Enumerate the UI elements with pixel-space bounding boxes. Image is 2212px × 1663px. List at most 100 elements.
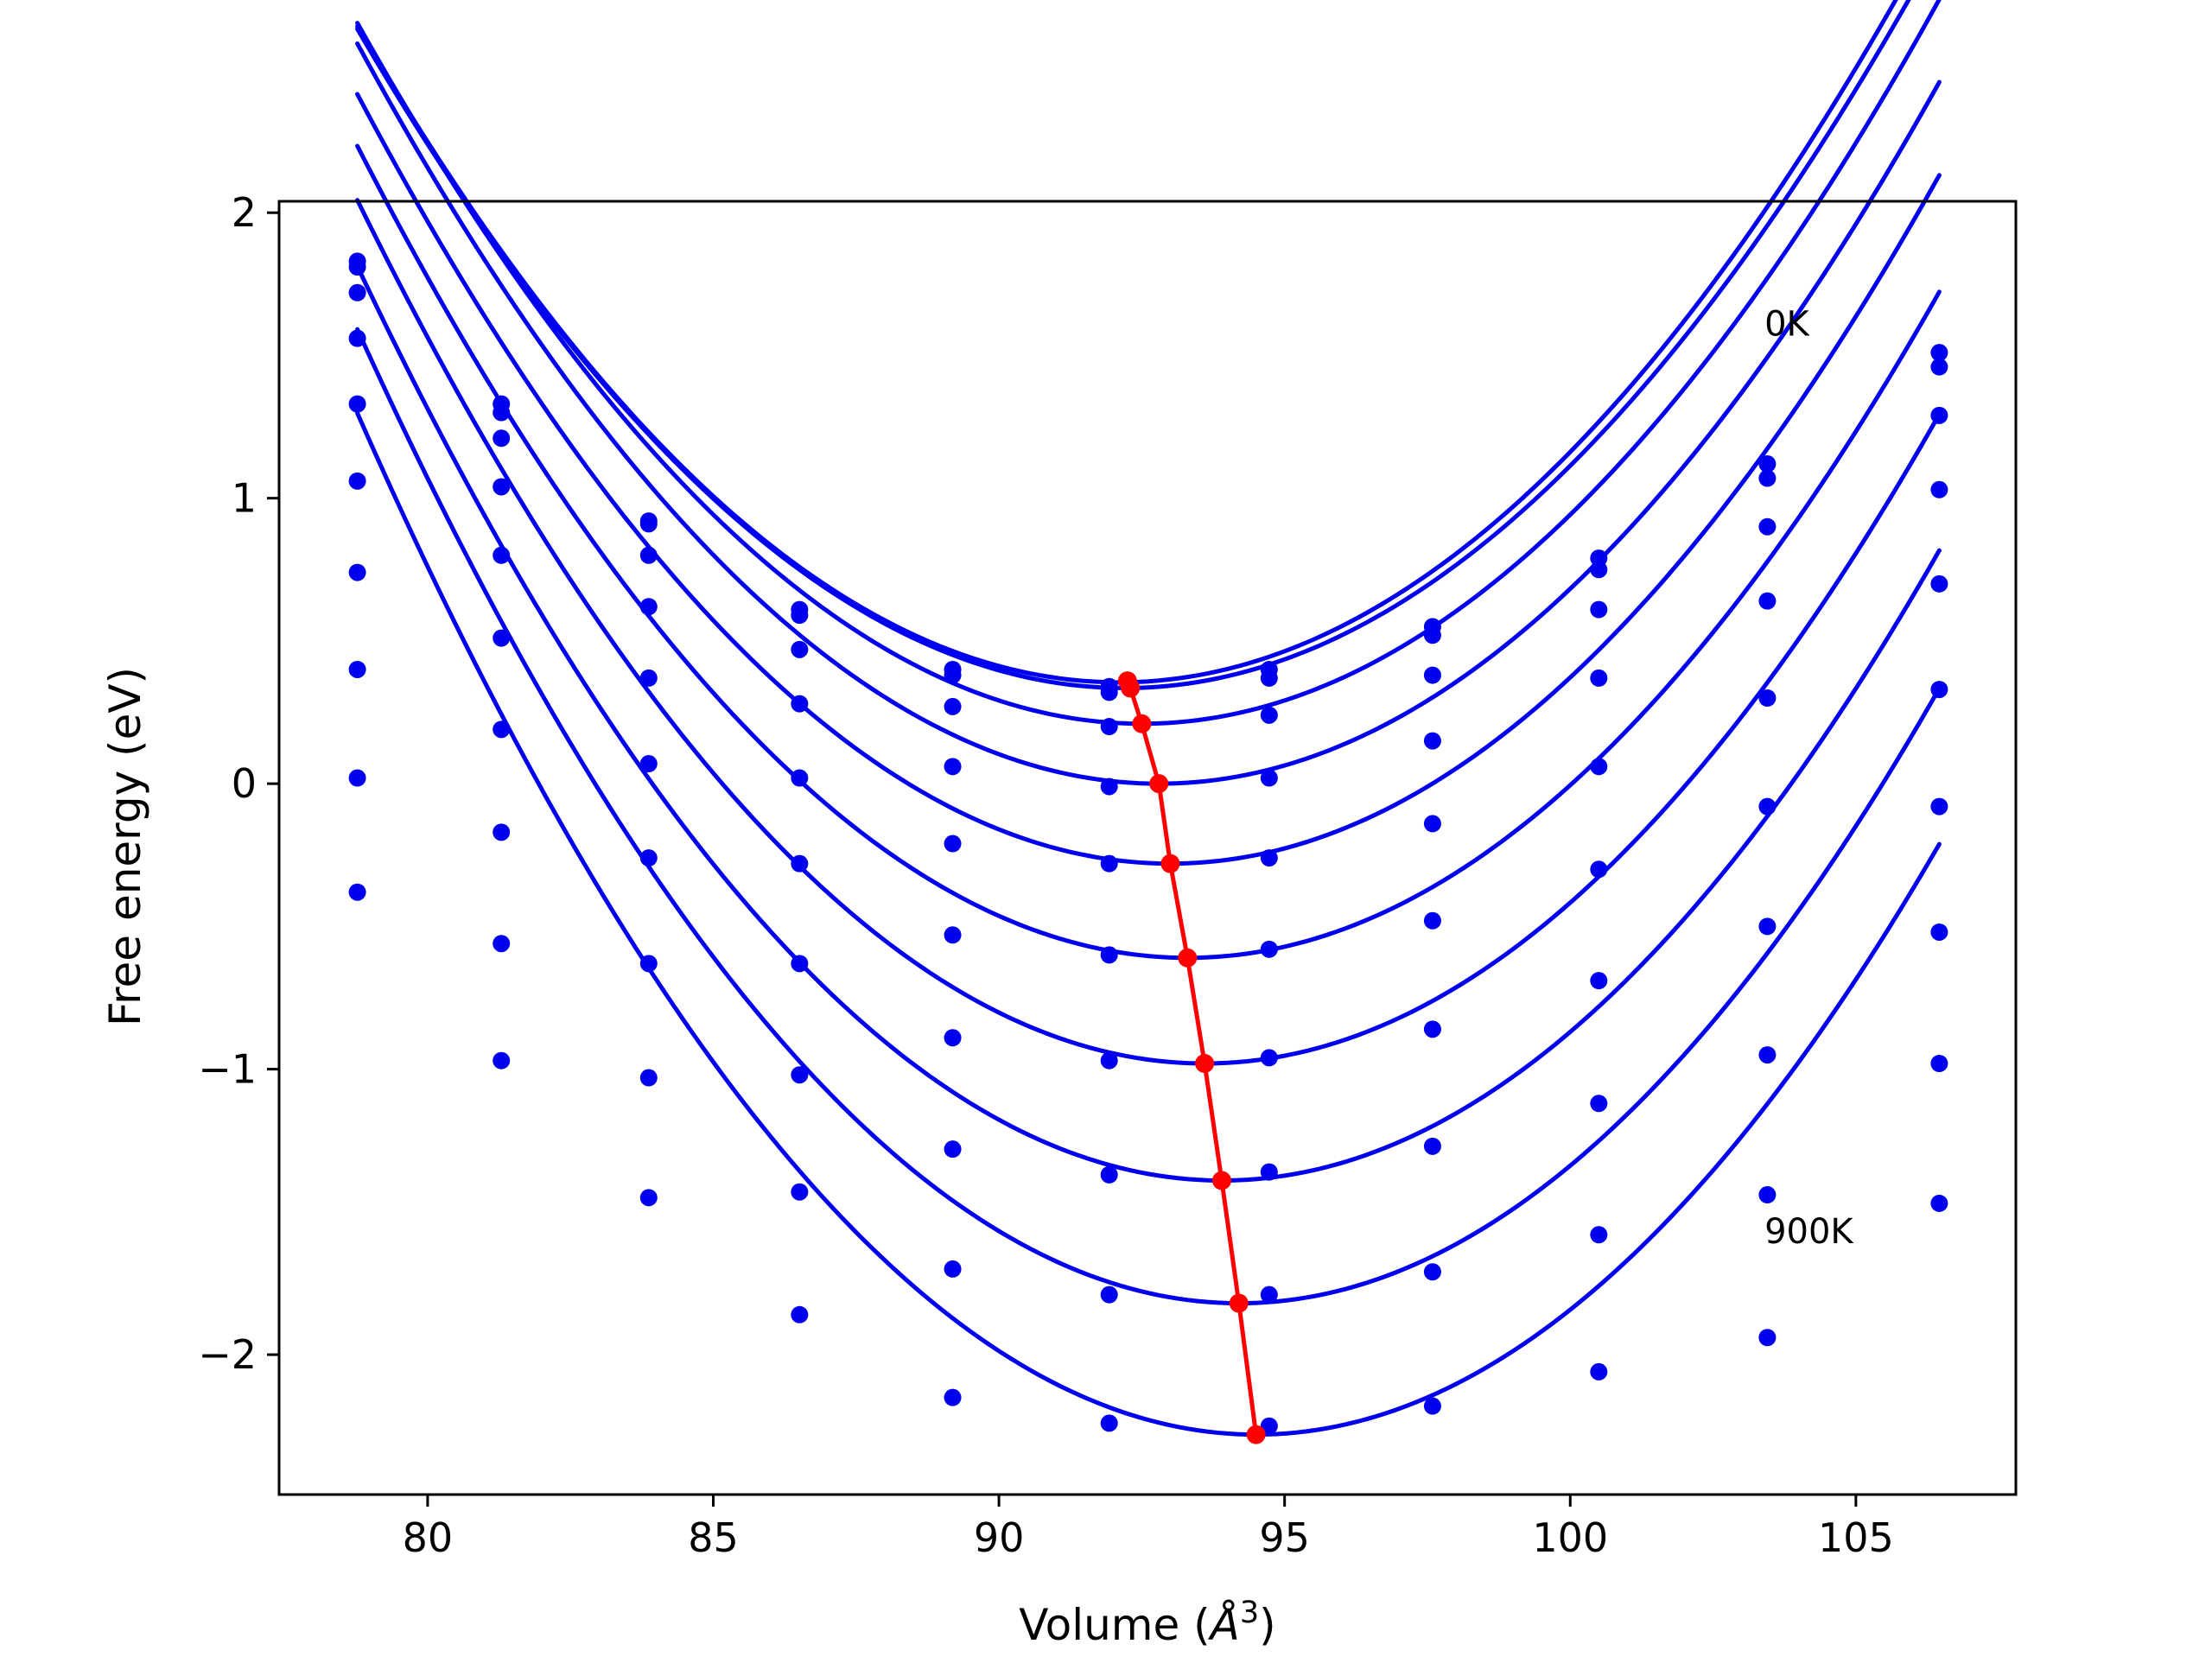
data-point-4-6 (1260, 849, 1278, 867)
data-point-8-8 (1590, 1226, 1608, 1244)
x-tick-label-5: 105 (1818, 1514, 1894, 1561)
data-point-6-9 (1758, 917, 1777, 936)
data-point-2-0 (348, 283, 366, 301)
data-point-2-3 (791, 640, 809, 658)
data-point-1-2 (639, 515, 658, 533)
data-point-5-1 (493, 629, 511, 647)
x-tick-label-4: 100 (1532, 1514, 1608, 1561)
data-point-8-7 (1423, 1263, 1441, 1281)
data-point-3-2 (639, 598, 658, 616)
data-point-4-0 (348, 395, 366, 413)
data-point-9-2 (639, 1189, 658, 1207)
data-point-9-7 (1423, 1397, 1441, 1415)
fit-curve-4 (355, 92, 1942, 866)
data-point-8-2 (639, 1069, 658, 1087)
data-point-4-3 (791, 769, 809, 787)
data-point-7-2 (639, 955, 658, 973)
y-tick-label-4: −2 (198, 1331, 257, 1378)
y-tick-label-0: 2 (232, 189, 257, 236)
data-point-1-6 (1260, 669, 1278, 687)
plot-frame (277, 200, 2018, 1496)
data-point-7-3 (791, 1066, 809, 1084)
data-point-8-4 (944, 1260, 962, 1278)
minimum-point-9 (1246, 1425, 1266, 1444)
data-point-6-3 (791, 955, 809, 973)
data-point-7-6 (1260, 1163, 1278, 1181)
x-tick-label-3: 95 (1259, 1514, 1310, 1561)
data-point-3-1 (493, 478, 511, 496)
data-point-0-10 (1930, 344, 1948, 362)
data-point-6-10 (1930, 797, 1948, 816)
minimum-point-4 (1160, 854, 1180, 873)
data-point-1-1 (493, 403, 511, 422)
data-point-1-9 (1758, 469, 1777, 487)
fit-curve-6 (355, 198, 1942, 1066)
data-point-5-5 (1100, 946, 1118, 964)
data-point-6-7 (1423, 1020, 1441, 1038)
minimum-point-8 (1229, 1293, 1249, 1313)
data-point-1-10 (1930, 358, 1948, 376)
data-point-2-1 (493, 429, 511, 447)
x-tick-label-1: 85 (688, 1514, 739, 1561)
data-point-2-10 (1930, 406, 1948, 424)
y-tick-label-2: 0 (232, 760, 257, 807)
x-tick-label-0: 80 (403, 1514, 454, 1561)
data-point-3-6 (1260, 769, 1278, 787)
data-point-9-8 (1590, 1362, 1608, 1381)
annotation-1: 900K (1764, 1212, 1854, 1252)
data-point-5-3 (791, 854, 809, 873)
data-point-8-0 (348, 769, 366, 787)
data-point-6-8 (1590, 972, 1608, 990)
data-point-2-5 (1100, 718, 1118, 736)
data-point-9-10 (1930, 1194, 1948, 1212)
data-point-3-0 (348, 329, 366, 347)
data-point-1-8 (1590, 561, 1608, 579)
data-points (348, 252, 1948, 1435)
data-point-2-8 (1590, 600, 1608, 619)
data-point-2-7 (1423, 666, 1441, 684)
data-point-3-10 (1930, 480, 1948, 498)
minimum-point-1 (1121, 678, 1141, 698)
data-point-3-8 (1590, 669, 1608, 687)
data-point-6-1 (493, 720, 511, 739)
data-point-8-10 (1930, 1055, 1948, 1072)
x-axis-ticks: 80 85 90 95 100 105 (403, 1495, 1894, 1561)
data-point-5-9 (1758, 797, 1777, 816)
data-point-6-6 (1260, 1049, 1278, 1067)
x-axis-label: Volume (Å3) (1019, 1596, 1275, 1650)
data-point-5-6 (1260, 940, 1278, 958)
data-point-6-0 (348, 563, 366, 581)
data-point-9-9 (1758, 1329, 1777, 1347)
y-tick-label-3: −1 (198, 1046, 257, 1093)
data-point-7-7 (1423, 1137, 1441, 1155)
data-point-7-0 (348, 660, 366, 678)
data-point-6-5 (1100, 1051, 1118, 1070)
data-point-8-5 (1100, 1285, 1118, 1304)
data-point-5-10 (1930, 681, 1948, 699)
minimum-point-5 (1178, 948, 1198, 968)
data-point-9-4 (944, 1388, 962, 1406)
data-point-1-3 (791, 606, 809, 625)
fit-curve-9 (355, 410, 1942, 1438)
data-point-3-9 (1758, 592, 1777, 610)
fit-curve-5 (355, 143, 1942, 961)
data-point-6-4 (944, 1029, 962, 1047)
minimum-point-7 (1211, 1171, 1231, 1190)
data-point-2-4 (944, 697, 962, 715)
data-point-5-8 (1590, 860, 1608, 879)
fit-curve-0 (355, 0, 1898, 685)
fit-curve-3 (355, 41, 1942, 786)
data-point-8-3 (791, 1183, 809, 1201)
data-point-5-7 (1423, 911, 1441, 930)
minima-line (1125, 680, 1259, 1435)
data-point-1-5 (1100, 683, 1118, 701)
data-point-9-5 (1100, 1414, 1118, 1432)
data-point-5-2 (639, 755, 658, 773)
data-point-9-3 (791, 1305, 809, 1323)
minimum-point-3 (1149, 774, 1169, 794)
y-tick-label-1: 1 (232, 475, 257, 522)
minimum-point-6 (1195, 1054, 1215, 1073)
data-point-9-1 (493, 1051, 511, 1070)
